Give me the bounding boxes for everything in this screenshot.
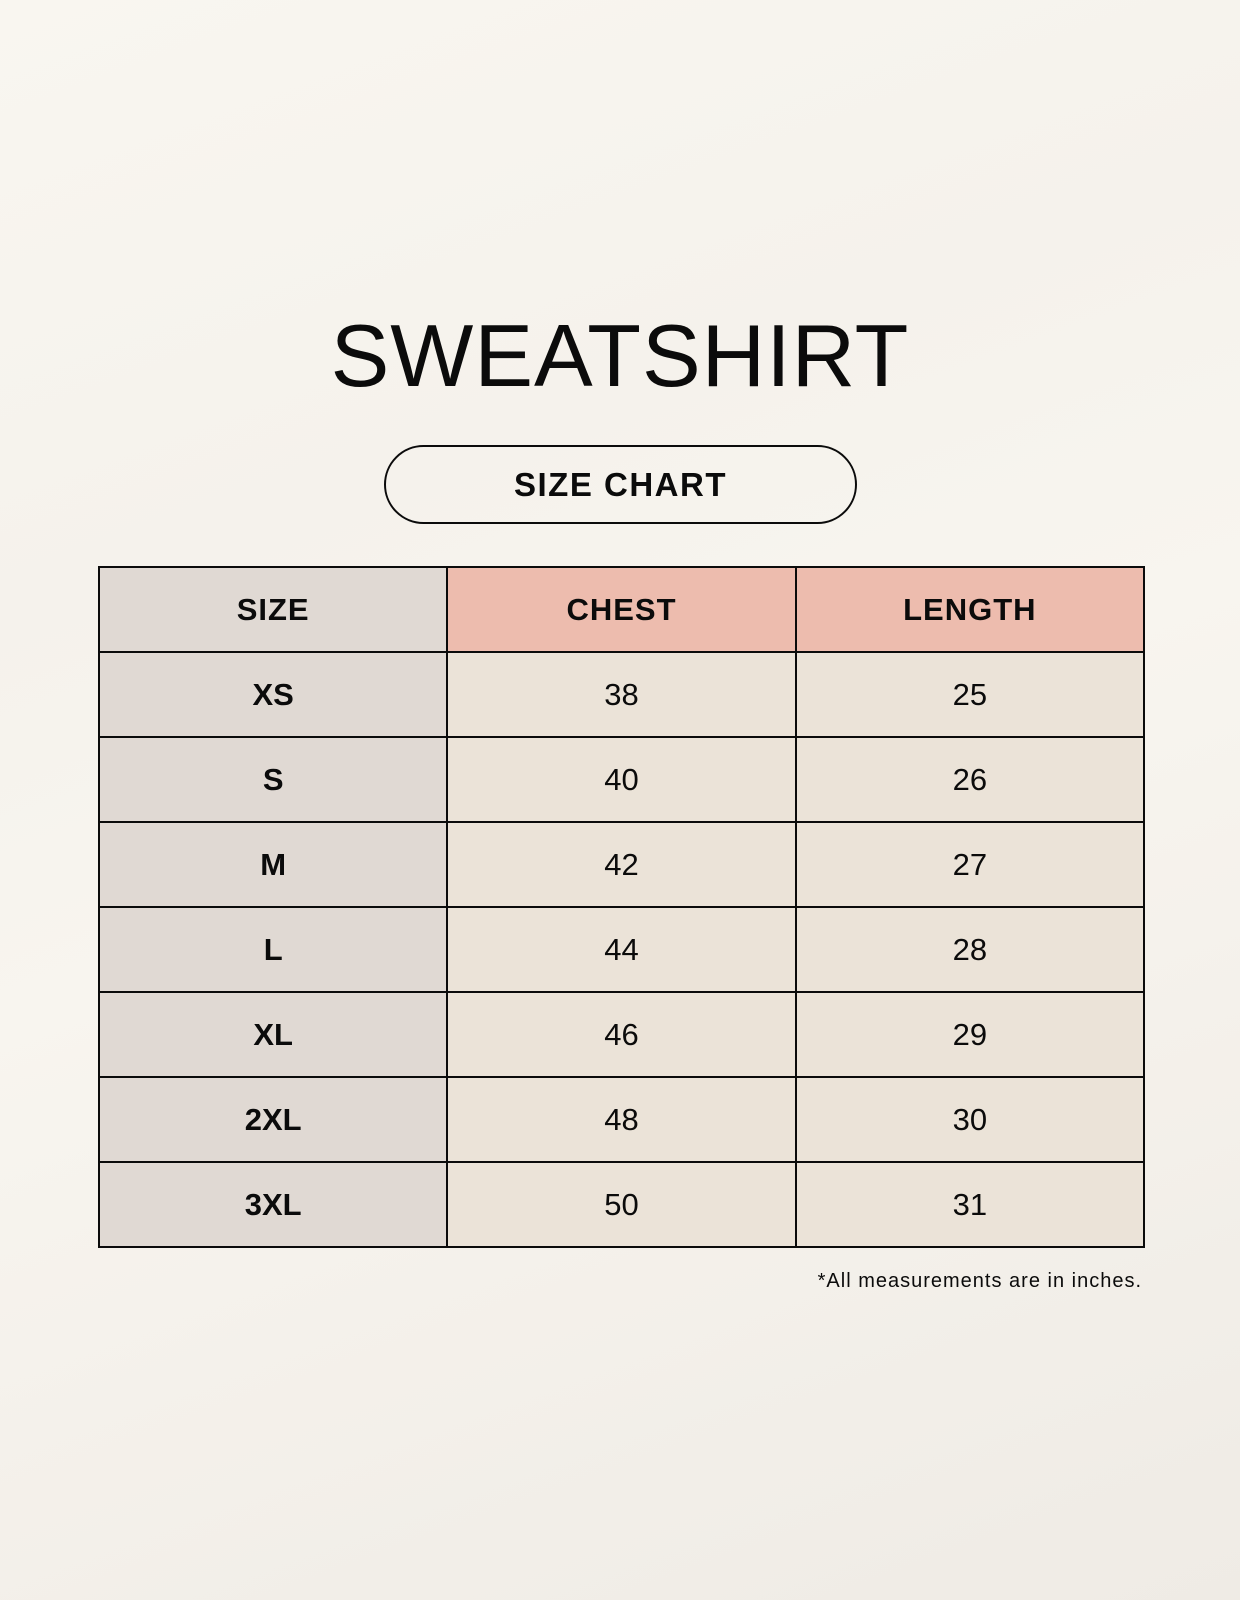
cell-size: M <box>97 821 449 908</box>
table-row: 3XL 50 31 <box>97 1161 1146 1248</box>
cell-length: 31 <box>794 1161 1146 1248</box>
cell-length: 26 <box>794 736 1146 823</box>
cell-chest: 42 <box>446 821 797 908</box>
table-row: XL 46 29 <box>97 991 1146 1078</box>
cell-chest: 46 <box>446 991 797 1078</box>
cell-chest: 50 <box>446 1161 797 1248</box>
cell-length: 30 <box>794 1076 1146 1163</box>
cell-length: 28 <box>794 906 1146 993</box>
cell-size: XS <box>97 651 449 738</box>
page-title: SWEATSHIRT <box>330 306 910 405</box>
cell-size: XL <box>97 991 449 1078</box>
header-size: SIZE <box>97 566 449 653</box>
size-table: SIZE CHEST LENGTH XS 38 25 S 40 26 M 42 27 L 44 28 X… <box>97 566 1146 1248</box>
cell-size: S <box>97 736 449 823</box>
table-row: S 40 26 <box>97 736 1146 823</box>
table-row: 2XL 48 30 <box>97 1076 1146 1163</box>
header-chest: CHEST <box>446 566 797 653</box>
cell-chest: 38 <box>446 651 797 738</box>
cell-length: 25 <box>794 651 1146 738</box>
size-chart-badge: SIZE CHART <box>384 445 857 524</box>
cell-size: 3XL <box>97 1161 449 1248</box>
header-length: LENGTH <box>794 566 1146 653</box>
cell-length: 29 <box>794 991 1146 1078</box>
cell-length: 27 <box>794 821 1146 908</box>
table-row: L 44 28 <box>97 906 1146 993</box>
measurement-note: *All measurements are in inches. <box>817 1270 1142 1292</box>
table-row: XS 38 25 <box>97 651 1146 738</box>
cell-chest: 40 <box>446 736 797 823</box>
cell-size: L <box>97 906 449 993</box>
table-header-row: SIZE CHEST LENGTH <box>97 566 1146 653</box>
cell-chest: 48 <box>446 1076 797 1163</box>
cell-size: 2XL <box>97 1076 449 1163</box>
cell-chest: 44 <box>446 906 797 993</box>
table-row: M 42 27 <box>97 821 1146 908</box>
